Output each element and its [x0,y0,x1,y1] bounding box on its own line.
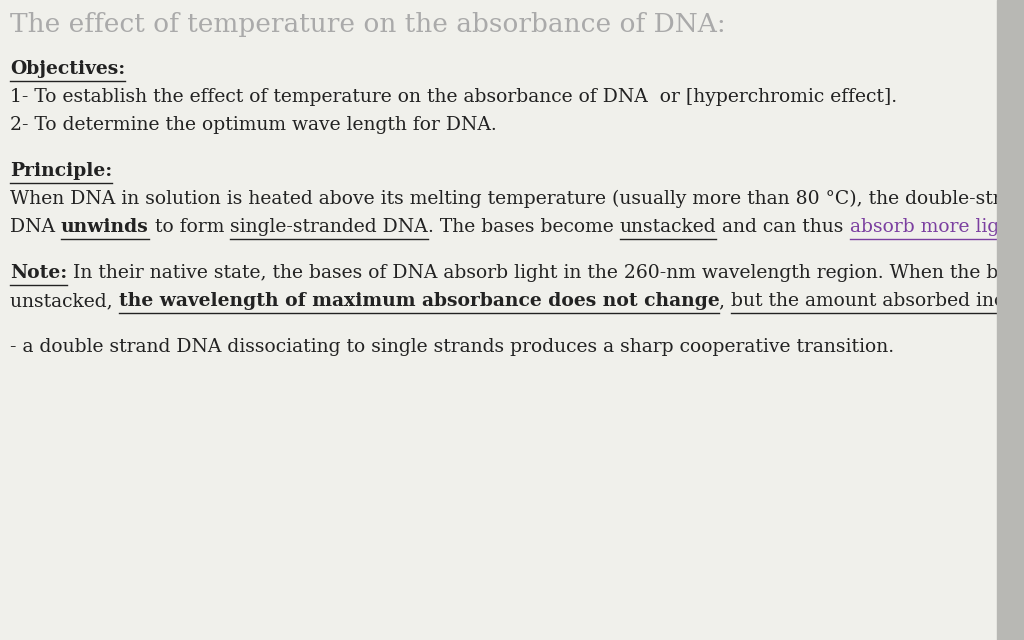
Text: unstacked,: unstacked, [10,292,119,310]
Bar [997,0,1024,640]
Text: Principle:: Principle: [10,162,113,180]
Text: 1- To establish the effect of temperature on the absorbance of DNA  or [hyperchr: 1- To establish the effect of temperatur… [10,88,897,106]
Text: ,: , [720,292,731,310]
Text: . The bases become: . The bases become [428,218,620,236]
Text: absorb more light: absorb more light [850,218,1018,236]
Text: but the amount absorbed increases: but the amount absorbed increases [731,292,1024,310]
Text: Objectives:: Objectives: [10,60,125,78]
Text: In their native state, the bases of DNA absorb light in the 260-nm wavelength re: In their native state, the bases of DNA … [68,264,1024,282]
Text: DNA: DNA [10,218,61,236]
Text: The effect of temperature on the absorbance of DNA:: The effect of temperature on the absorba… [10,12,726,37]
Text: unwinds: unwinds [61,218,148,236]
Text: the wavelength of maximum absorbance does not change: the wavelength of maximum absorbance doe… [119,292,720,310]
Text: single-stranded DNA: single-stranded DNA [230,218,428,236]
Text: to form: to form [148,218,230,236]
Text: 2- To determine the optimum wave length for DNA.: 2- To determine the optimum wave length … [10,116,497,134]
Text: and can thus: and can thus [716,218,850,236]
Text: unstacked: unstacked [620,218,716,236]
Text: Note:: Note: [10,264,68,282]
Text: - a double strand DNA dissociating to single strands produces a sharp cooperativ: - a double strand DNA dissociating to si… [10,338,894,356]
Text: .: . [1018,218,1024,236]
Text: When DNA in solution is heated above its melting temperature (usually more than : When DNA in solution is heated above its… [10,190,1024,208]
